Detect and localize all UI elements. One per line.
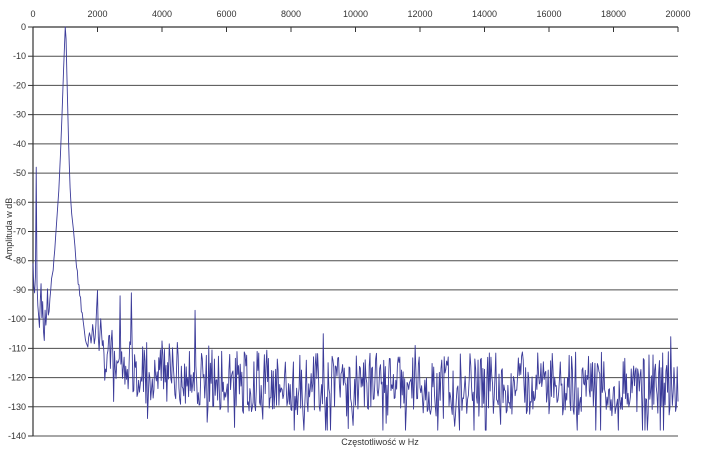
y-tick-label: -130 xyxy=(8,402,26,412)
y-tick-label: 0 xyxy=(21,22,26,32)
x-tick-label: 8000 xyxy=(281,9,301,19)
y-tick-label: -140 xyxy=(8,431,26,441)
y-tick-label: -20 xyxy=(13,80,26,90)
x-tick-label: 2000 xyxy=(87,9,107,19)
y-tick-label: -30 xyxy=(13,110,26,120)
y-tick-label: -60 xyxy=(13,197,26,207)
y-tick-label: -110 xyxy=(9,343,26,353)
y-axis-title: Amplituda w dB xyxy=(4,197,14,261)
y-tick-label: -100 xyxy=(8,314,26,324)
y-tick-label: -90 xyxy=(13,285,26,295)
y-tick-label: -50 xyxy=(13,168,26,178)
x-tick-label: 4000 xyxy=(152,9,172,19)
x-tick-label: 14000 xyxy=(472,9,497,19)
x-tick-label: 12000 xyxy=(407,9,432,19)
x-tick-label: 20000 xyxy=(665,9,690,19)
y-tick-label: -80 xyxy=(13,256,26,266)
x-axis-title: Częstotliwość w Hz xyxy=(341,437,419,447)
x-tick-label: 0 xyxy=(30,9,35,19)
y-tick-label: -10 xyxy=(13,51,26,61)
x-tick-label: 16000 xyxy=(536,9,561,19)
spectrum-line xyxy=(32,26,679,431)
y-tick-label: -40 xyxy=(13,139,26,149)
y-tick-label: -120 xyxy=(8,373,26,383)
y-tick-label: -70 xyxy=(13,227,26,237)
x-tick-label: 18000 xyxy=(601,9,626,19)
x-tick-label: 6000 xyxy=(216,9,236,19)
x-tick-label: 10000 xyxy=(343,9,368,19)
